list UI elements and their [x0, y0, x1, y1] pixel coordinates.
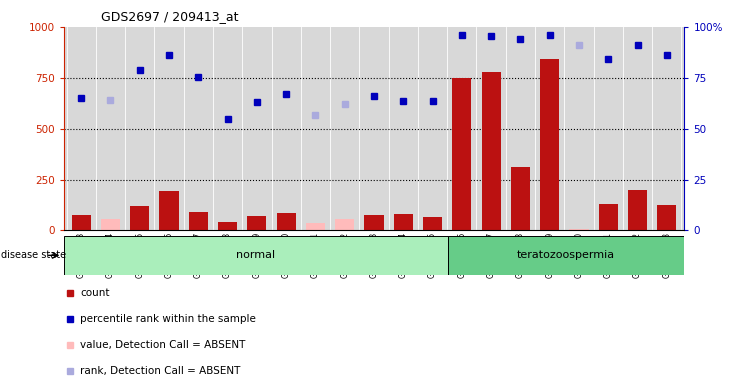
Text: percentile rank within the sample: percentile rank within the sample — [80, 314, 257, 324]
Bar — [453, 78, 471, 230]
Bar — [569, 229, 589, 230]
Bar — [448, 236, 684, 275]
Bar — [423, 217, 442, 230]
Bar — [393, 214, 413, 230]
Bar — [130, 206, 150, 230]
Text: count: count — [80, 288, 110, 298]
Bar — [277, 213, 295, 230]
Bar — [482, 72, 500, 230]
Bar — [364, 215, 384, 230]
Bar — [511, 167, 530, 230]
Bar — [101, 219, 120, 230]
Text: value, Detection Call = ABSENT: value, Detection Call = ABSENT — [80, 340, 245, 350]
Text: disease state: disease state — [1, 250, 66, 260]
Bar — [306, 223, 325, 230]
Bar — [248, 216, 266, 230]
Bar — [72, 215, 91, 230]
Bar — [218, 222, 237, 230]
Bar — [657, 205, 676, 230]
Bar — [64, 236, 448, 275]
Bar — [159, 191, 179, 230]
Bar — [540, 60, 560, 230]
Bar — [598, 204, 618, 230]
Text: normal: normal — [236, 250, 275, 260]
Text: teratozoospermia: teratozoospermia — [517, 250, 615, 260]
Text: rank, Detection Call = ABSENT: rank, Detection Call = ABSENT — [80, 366, 241, 376]
Text: GDS2697 / 209413_at: GDS2697 / 209413_at — [101, 10, 239, 23]
Bar — [335, 219, 355, 230]
Bar — [628, 190, 647, 230]
Bar — [188, 212, 208, 230]
